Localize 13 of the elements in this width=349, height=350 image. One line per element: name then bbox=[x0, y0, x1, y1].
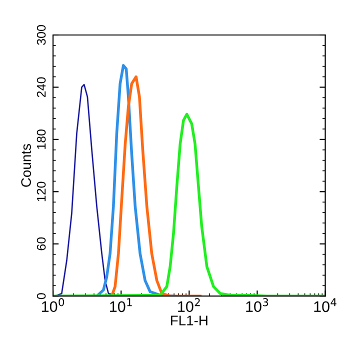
y-tick-label: 180 bbox=[36, 130, 46, 149]
y-tick-label: 240 bbox=[36, 77, 46, 98]
x-tick-label: 10$^{0}$ bbox=[42, 298, 64, 312]
x-tick-label: 10$^{1}$ bbox=[110, 298, 132, 312]
x-axis-title: FL1-H bbox=[171, 316, 208, 326]
x-tick-label: 10$^{2}$ bbox=[178, 298, 200, 312]
y-tick-label: 60 bbox=[36, 237, 46, 250]
y-axis-title: Counts bbox=[21, 144, 32, 187]
x-tick-label: 10$^{4}$ bbox=[314, 298, 336, 312]
y-tick-label: 120 bbox=[36, 182, 46, 202]
x-tick-label: 10$^{3}$ bbox=[246, 298, 268, 312]
y-tick-label: 300 bbox=[36, 25, 46, 45]
y-tick-label: 0 bbox=[36, 293, 46, 300]
